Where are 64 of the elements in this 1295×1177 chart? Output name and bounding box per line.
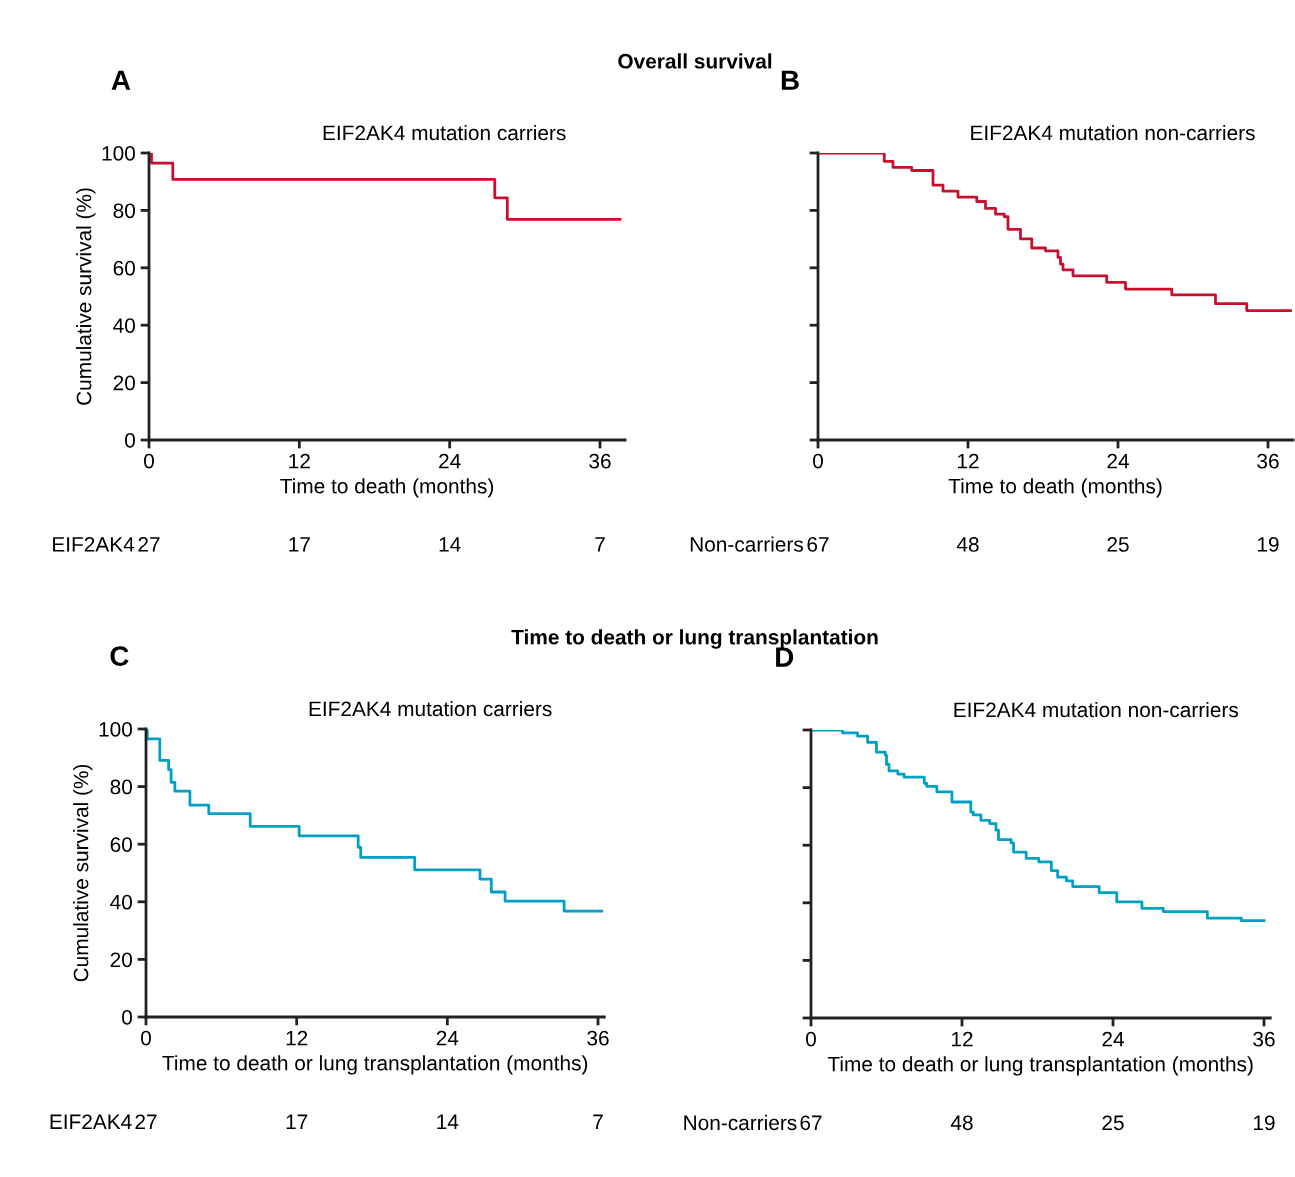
x-tick-label: 36 xyxy=(587,1030,609,1046)
chart-subtitle: EIF2AK4 mutation non-carriers xyxy=(954,701,1239,718)
y-tick-label: 80 xyxy=(110,779,132,795)
text: 25 xyxy=(1107,537,1129,552)
x-tick-label: 12 xyxy=(958,453,979,469)
y-tick-label: 40 xyxy=(110,894,132,910)
text: Non-carriers xyxy=(690,536,804,552)
text: 19 xyxy=(1258,537,1279,552)
text: 14 xyxy=(437,1114,459,1129)
chart-title: B xyxy=(781,70,799,90)
text: 19 xyxy=(1254,1115,1275,1131)
text: 67 xyxy=(807,537,829,552)
text: Time to death or lung transplantation xyxy=(511,629,878,649)
text: 25 xyxy=(1102,1115,1124,1131)
x-tick-label: 0 xyxy=(806,1031,816,1047)
y-tick-label: 100 xyxy=(99,722,132,737)
x-tick-label: 0 xyxy=(813,453,823,469)
x-tick-label: 36 xyxy=(589,453,611,469)
text: Non-carriers xyxy=(684,1114,797,1131)
x-tick-label: 12 xyxy=(289,453,310,469)
x-tick-label: 36 xyxy=(1253,1031,1275,1047)
y-tick-label: 100 xyxy=(102,146,135,161)
x-tick-label: 24 xyxy=(1102,1031,1124,1047)
chart-title: A xyxy=(111,70,131,90)
x-tick-label: 12 xyxy=(952,1031,973,1047)
y-tick-label: 0 xyxy=(122,1010,132,1025)
text: 7 xyxy=(595,537,605,552)
text: 7 xyxy=(593,1114,603,1129)
text: 48 xyxy=(956,537,979,552)
x-axis-title: Time to death or lung transplantation (months) xyxy=(827,1056,1253,1076)
x-tick-label: 24 xyxy=(1107,453,1129,469)
chart-title: D xyxy=(776,647,794,667)
y-tick-label: 0 xyxy=(125,433,135,448)
text: 14 xyxy=(439,537,461,552)
chart-subtitle: EIF2AK4 mutation carriers xyxy=(309,700,552,717)
text: 27 xyxy=(138,537,160,552)
text: EIF2AK4 xyxy=(50,1114,132,1129)
y-tick-label: 40 xyxy=(113,318,135,333)
y-tick-label: 80 xyxy=(113,203,135,219)
x-axis-title: Time to death or lung transplantation (months) xyxy=(162,1055,588,1075)
x-tick-label: 0 xyxy=(144,453,154,469)
x-tick-label: 24 xyxy=(439,453,461,469)
x-tick-label: 0 xyxy=(141,1030,151,1046)
text: EIF2AK4 xyxy=(53,537,135,552)
text: 17 xyxy=(289,537,310,552)
y-tick-label: 60 xyxy=(113,260,135,276)
text: 48 xyxy=(950,1115,973,1131)
y-axis-title: Cumulative survival (%) xyxy=(76,188,96,405)
y-tick-label: 20 xyxy=(110,952,132,968)
x-tick-label: 24 xyxy=(436,1030,459,1046)
text: 27 xyxy=(135,1114,157,1129)
x-tick-label: 36 xyxy=(1257,453,1279,469)
y-axis-title: Cumulative survival (%) xyxy=(73,764,93,982)
text: 67 xyxy=(800,1115,822,1131)
x-axis-title: Time to death (months) xyxy=(948,478,1162,498)
y-tick-label: 60 xyxy=(110,837,132,852)
x-tick-label: 12 xyxy=(286,1030,308,1046)
text: 17 xyxy=(286,1114,308,1129)
chart-subtitle: EIF2AK4 mutation non-carriers xyxy=(971,124,1255,141)
chart-title: C xyxy=(110,646,129,666)
y-tick-label: 20 xyxy=(113,375,135,391)
x-axis-title: Time to death (months) xyxy=(280,478,494,498)
text: Overall survival xyxy=(618,53,772,69)
chart-subtitle: EIF2AK4 mutation carriers xyxy=(323,124,566,141)
